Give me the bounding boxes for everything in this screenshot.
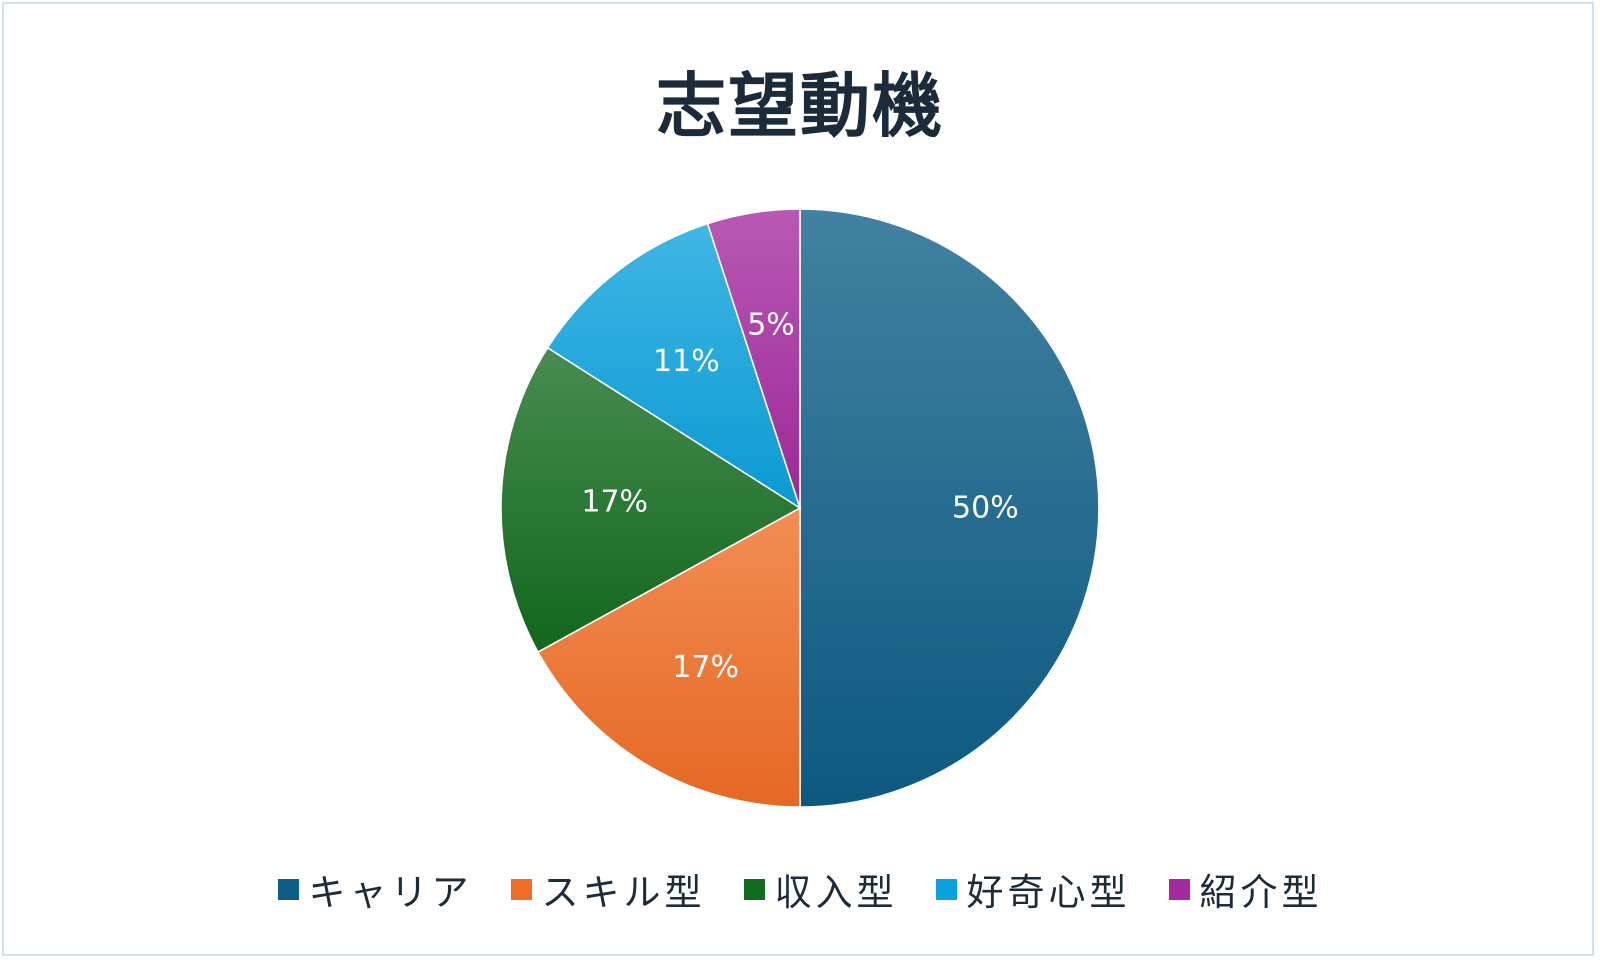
legend-label: 紹介型 xyxy=(1199,871,1323,914)
pie-slices xyxy=(500,208,1100,808)
legend-item-3: 収入型 xyxy=(743,862,898,916)
pie-data-labels: 50% 17% 17% 11% 5% xyxy=(581,307,1018,685)
legend-label: 好奇心型 xyxy=(966,871,1131,914)
legend-item-1: キャリア xyxy=(277,862,473,916)
pie-slice-4 xyxy=(546,222,802,510)
legend-swatch-icon xyxy=(510,878,532,900)
data-label-3: 17% xyxy=(581,485,648,520)
legend-swatch-icon xyxy=(743,878,765,900)
legend-item-2: スキル型 xyxy=(510,862,706,916)
legend-swatch-icon xyxy=(1168,878,1190,900)
data-label-5: 5% xyxy=(747,307,795,342)
legend-swatch-icon xyxy=(935,878,957,900)
pie-slice-2 xyxy=(536,506,801,808)
data-label-4: 11% xyxy=(653,344,720,379)
legend-label: スキル型 xyxy=(541,871,706,914)
chart-legend: キャリア スキル型 収入型 好奇心型 紹介型 xyxy=(0,862,1600,916)
legend-label: キャリア xyxy=(308,871,473,914)
pie-slice-5 xyxy=(706,208,801,509)
legend-swatch-icon xyxy=(277,878,299,900)
legend-item-5: 紹介型 xyxy=(1168,862,1323,916)
legend-item-4: 好奇心型 xyxy=(935,862,1131,916)
data-label-1: 50% xyxy=(952,491,1019,526)
pie-slice-1 xyxy=(799,208,1100,808)
legend-label: 収入型 xyxy=(774,871,898,914)
chart-title: 志望動機 xyxy=(656,65,944,147)
data-label-2: 17% xyxy=(672,650,739,685)
pie-slice-3 xyxy=(500,346,802,654)
